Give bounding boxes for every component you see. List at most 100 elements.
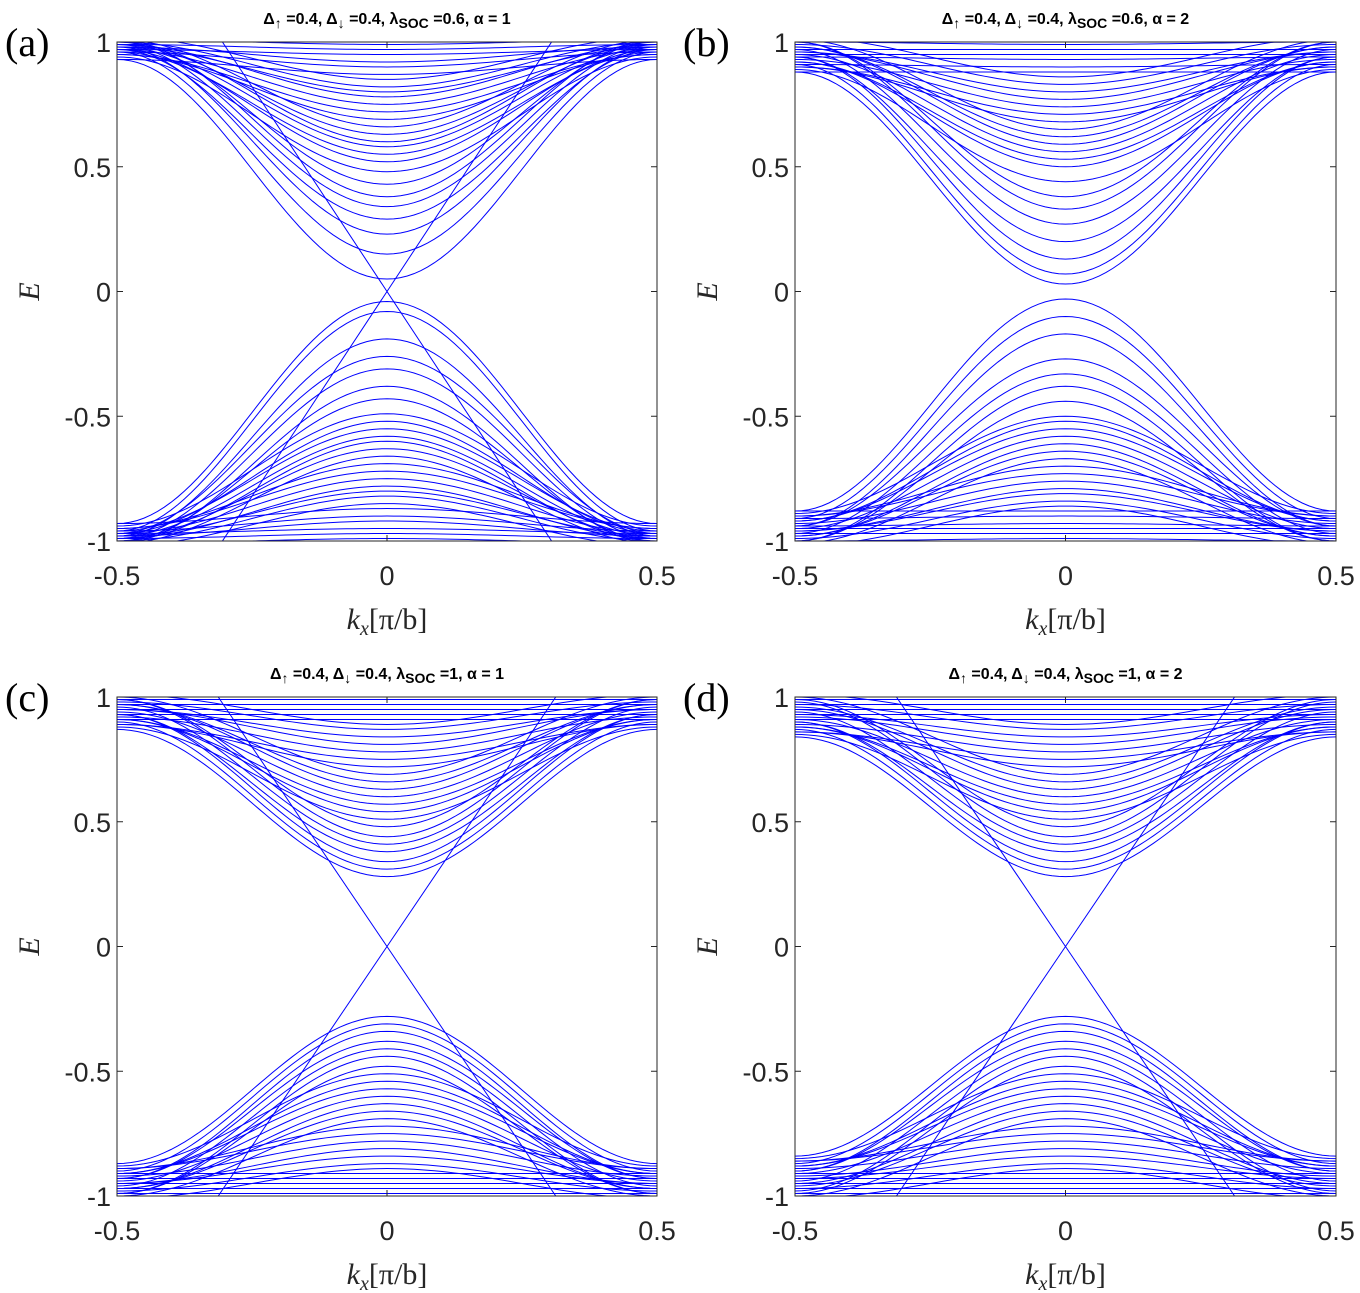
y-axis-label: E <box>13 937 46 956</box>
bulk-band-upper <box>795 48 1336 225</box>
y-tick-label: -1 <box>765 1182 789 1212</box>
title-text: =0.4, Δ <box>967 666 1023 683</box>
title-text: =0.4, λ <box>351 666 405 683</box>
x-tick-label: 0 <box>379 1216 394 1246</box>
bulk-band-upper <box>795 731 1336 760</box>
edge-state-line <box>221 42 388 292</box>
edge-state-line <box>1065 946 1236 1196</box>
bulk-band-lower <box>795 415 1336 515</box>
bulk-band-lower <box>795 1048 1336 1182</box>
bulk-band-upper <box>117 44 657 208</box>
bulk-band-lower <box>795 1015 1336 1157</box>
bulk-band-upper <box>117 716 657 753</box>
title-text: =0.6, α = 2 <box>1107 11 1189 28</box>
bulk-band-upper <box>117 51 657 68</box>
bulk-band-lower <box>795 493 1336 532</box>
x-label-text: k <box>1025 603 1039 636</box>
title-text: Δ <box>270 666 282 683</box>
bulk-band-upper <box>795 703 1336 730</box>
bulk-band-upper <box>117 51 657 255</box>
bulk-band-lower <box>795 1023 1336 1165</box>
edge-state-line <box>386 946 557 1196</box>
x-label-subscript: x <box>1037 618 1047 640</box>
bulk-band-lower <box>795 1065 1336 1195</box>
bulk-band-lower <box>795 465 1336 517</box>
edge-state-line <box>895 946 1066 1196</box>
y-tick-label: -0.5 <box>742 1057 789 1087</box>
y-tick-label: -1 <box>765 527 789 557</box>
bulk-band-lower <box>173 503 601 541</box>
title-text: Δ <box>263 11 275 28</box>
x-axis-label: kx[π/b] <box>347 1258 428 1293</box>
title-text: Δ <box>948 666 960 683</box>
bulk-band-lower <box>117 1133 657 1170</box>
bulk-band-upper <box>161 697 613 725</box>
bulk-band-lower <box>117 1030 657 1180</box>
bulk-band-upper <box>117 46 657 235</box>
title-subscript: SOC <box>1077 15 1107 31</box>
bulk-band-lower <box>136 385 638 541</box>
bulk-band-lower <box>117 485 657 539</box>
y-tick-label: 0 <box>96 933 111 963</box>
y-tick-label: 1 <box>774 683 789 713</box>
x-axis-label: kx[π/b] <box>1025 1258 1106 1293</box>
bulk-band-lower <box>117 1110 657 1190</box>
bulk-band-upper <box>117 708 657 745</box>
title-subscript: ↑ <box>275 15 282 31</box>
bulk-band-upper <box>839 697 1292 725</box>
bulk-band-lower <box>853 505 1278 541</box>
title-subscript: ↓ <box>1023 670 1030 686</box>
bulk-band-lower <box>795 315 1336 520</box>
bulk-band-lower <box>117 1015 657 1165</box>
panel-label: (b) <box>683 20 730 65</box>
y-tick-label: 1 <box>96 683 111 713</box>
bulk-band-upper <box>173 42 601 80</box>
bulk-band-upper <box>117 726 657 820</box>
bulk-band-upper <box>795 697 1336 775</box>
panel-d: -1 -0.5 0 0.5 1 -0.5 0 0.5 Δ↑ =0.4, Δ↓ =0.4, λSO… <box>683 666 1355 1293</box>
bulk-band-lower <box>795 523 1336 527</box>
title-subscript: SOC <box>398 15 428 31</box>
bulk-band-lower <box>117 1148 657 1185</box>
x-axis-label: kx[π/b] <box>1025 603 1106 640</box>
bulk-band-lower <box>839 1168 1292 1196</box>
bulk-band-lower <box>117 310 657 532</box>
panel-c: -1 -0.5 0 0.5 1 -0.5 0 0.5 Δ↑ =0.4, Δ↓ =0.4, λSO… <box>5 666 676 1293</box>
bulk-band-upper <box>117 713 657 863</box>
bulk-band-lower <box>795 473 1336 517</box>
title-text: =0.4, λ <box>1030 666 1084 683</box>
bulk-band-lower <box>161 1168 613 1196</box>
panel-title: Δ↑ =0.4, Δ↓ =0.4, λSOC =0.6, α = 2 <box>942 11 1189 31</box>
x-label-subscript: x <box>1037 1273 1047 1293</box>
bulk-band-upper <box>117 703 657 783</box>
bulk-band-upper <box>795 731 1336 768</box>
title-text: =0.4, Δ <box>288 666 344 683</box>
bulk-band-upper <box>117 58 657 75</box>
x-tick-label: -0.5 <box>94 1216 141 1246</box>
y-tick-label: -0.5 <box>64 402 111 432</box>
bulk-band-upper <box>117 53 657 120</box>
bulk-band-lower <box>795 385 1336 541</box>
y-axis-label: E <box>691 937 724 956</box>
edge-state-line <box>221 291 388 541</box>
bulk-band-upper <box>117 46 657 148</box>
bulk-band-lower <box>795 1030 1336 1172</box>
bulk-band-upper <box>117 51 657 155</box>
bulk-band-lower <box>795 1110 1336 1187</box>
band-lines <box>117 42 657 541</box>
panel-b: -1 -0.5 0 0.5 1 -0.5 0 0.5 Δ↑ =0.4, Δ↓ =0.4, λSO… <box>683 11 1355 640</box>
title-subscript: ↓ <box>1016 15 1023 31</box>
bulk-band-upper <box>117 53 657 113</box>
bulk-band-lower <box>117 1048 657 1187</box>
bulk-band-upper <box>117 699 657 838</box>
bulk-band-upper <box>795 706 1336 783</box>
bulk-band-upper <box>795 61 1336 168</box>
title-text: =0.4, λ <box>345 11 399 28</box>
x-label-text: [π/b] <box>369 1258 427 1291</box>
y-tick-label: -0.5 <box>742 402 789 432</box>
bulk-band-lower <box>117 338 657 537</box>
bulk-band-lower <box>795 373 1336 535</box>
bulk-band-lower <box>795 298 1336 512</box>
y-tick-label: 0.5 <box>751 808 789 838</box>
bulk-band-upper <box>117 703 657 790</box>
